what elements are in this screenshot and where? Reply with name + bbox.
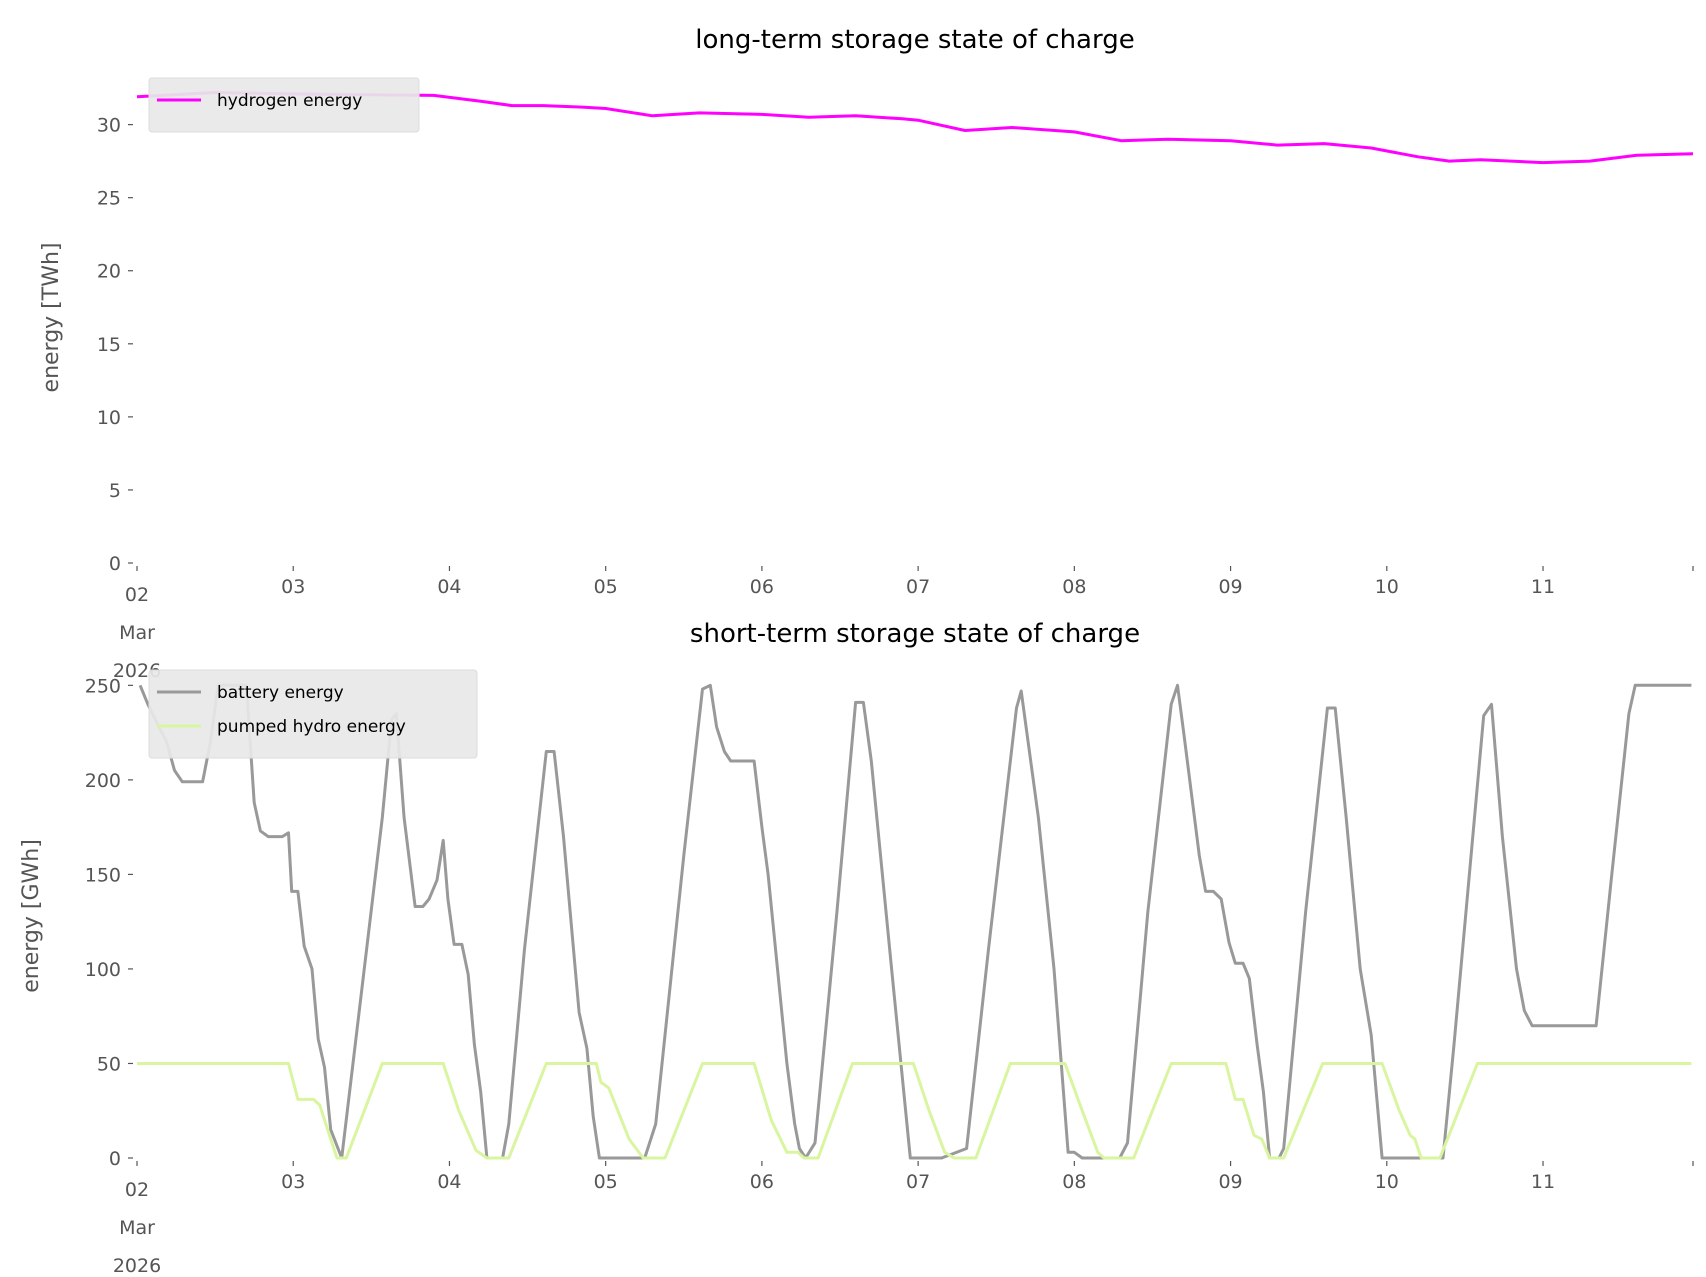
y-axis-label: energy [GWh] [19,839,44,993]
y-tick-label: 250 [85,675,121,697]
y-tick-label: 25 [97,188,121,210]
legend-box [148,669,478,759]
x-tick-label: Mar [119,622,155,644]
x-tick-label: 03 [281,576,305,598]
x-tick-label: 11 [1531,1171,1555,1193]
y-tick-label: 10 [97,407,121,429]
y-tick-label: 200 [85,770,121,792]
x-tick-label: 09 [1218,1171,1242,1193]
x-tick-label: 05 [594,576,618,598]
y-tick-label: 30 [97,115,121,137]
x-tick-label: 10 [1375,1171,1399,1193]
series-line-pumped-hydro-energy [137,1062,1692,1160]
series-line-battery-energy [138,683,1692,1160]
x-tick-label: 02 [125,1179,149,1201]
y-tick-label: 5 [109,480,121,502]
chart-1: short-term storage state of charge energy… [19,619,1694,1277]
x-tick-label: 11 [1531,576,1555,598]
x-tick-label: 08 [1062,576,1086,598]
chart-title: long-term storage state of charge [695,25,1134,55]
y-tick-label: 0 [109,553,121,575]
x-tick-label: 04 [437,576,461,598]
y-tick-label: 20 [97,261,121,283]
x-tick-label: 2026 [113,1255,161,1277]
x-tick-label: Mar [119,1217,155,1239]
y-tick-label: 150 [85,864,121,886]
chart-title: short-term storage state of charge [690,619,1140,649]
x-tick-label: 06 [750,1171,774,1193]
y-axis-label: energy [TWh] [39,243,64,393]
legend-label: hydrogen energy [217,91,362,111]
x-tick-label: 08 [1062,1171,1086,1193]
y-tick-label: 15 [97,334,121,356]
x-tick-label: 06 [750,576,774,598]
legend-label: pumped hydro energy [217,717,406,737]
series-line-hydrogen-energy [136,91,1694,165]
x-tick-label: 05 [594,1171,618,1193]
x-tick-label: 07 [906,1171,930,1193]
legend-label: battery energy [217,683,344,703]
x-tick-label: 02 [125,584,149,606]
chart-0: long-term storage state of charge energy … [39,25,1694,682]
x-tick-label: 03 [281,1171,305,1193]
y-tick-label: 50 [97,1053,121,1075]
x-tick-label: 04 [437,1171,461,1193]
y-tick-label: 100 [85,959,121,981]
x-tick-label: 09 [1218,576,1242,598]
x-tick-label: 07 [906,576,930,598]
legend-box [148,77,420,133]
x-tick-label: 10 [1375,576,1399,598]
y-tick-label: 0 [109,1148,121,1170]
